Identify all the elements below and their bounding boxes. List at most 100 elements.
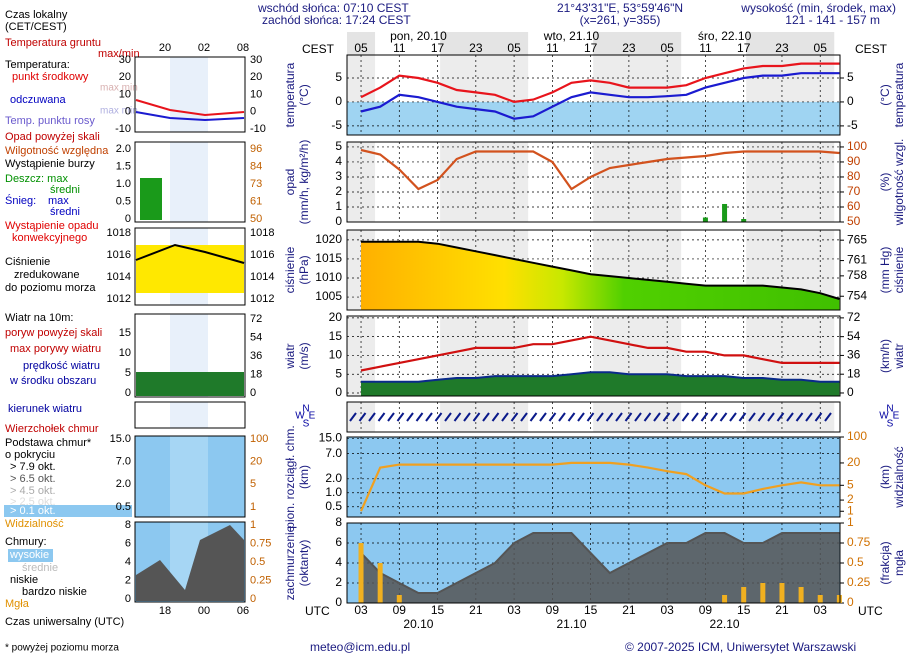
- mini-tick: 1.5: [116, 160, 131, 172]
- y2-tick-label: 100: [847, 139, 867, 153]
- y-tick-label: 15.0: [319, 430, 343, 444]
- mini-tick: 96: [250, 143, 262, 155]
- axis-label: (km): [297, 465, 311, 489]
- wind-arrow: [396, 412, 405, 422]
- hour-bottom: 21: [469, 603, 483, 617]
- mini-tick: 1018: [107, 227, 131, 239]
- wind-arrow: [767, 412, 775, 422]
- legend-text: Deszcz: max: [5, 173, 68, 185]
- wind-arrow: [463, 412, 471, 422]
- legend-text: (CET/CEST): [5, 21, 67, 33]
- mini-tick: 1012: [250, 293, 274, 305]
- y-tick-label: 0: [335, 214, 342, 228]
- day-top: wto, 21.10: [543, 29, 600, 43]
- below-zero: [347, 101, 840, 135]
- hour-top: 05: [507, 41, 521, 55]
- sunrise: wschód słońca: 07:10 CEST: [257, 1, 409, 15]
- mini-tick: -10: [250, 123, 266, 135]
- wind-arrow: [501, 412, 509, 422]
- axis-label: (oktanty): [297, 540, 311, 587]
- legend-text: max/min: [98, 48, 140, 60]
- sky: [347, 437, 840, 517]
- y-tick-label: 1020: [315, 232, 342, 246]
- day-top: śro, 22.10: [698, 29, 752, 43]
- wind-arrow: [719, 412, 728, 422]
- legend-text: kierunek wiatru: [8, 403, 82, 415]
- legend-text: odczuwana: [10, 94, 67, 106]
- line: [361, 240, 840, 300]
- night-band: [746, 32, 835, 55]
- wind-arrow: [681, 412, 690, 422]
- y2-tick-label: 1: [847, 503, 854, 517]
- axis-label: (km/h): [878, 339, 892, 373]
- mini-night: [170, 142, 208, 222]
- night-band: [746, 142, 835, 222]
- mini-tick: 30: [119, 54, 131, 66]
- legend-text: bardzo niskie: [22, 586, 87, 598]
- hour-top: 05: [814, 41, 828, 55]
- hour-top: 17: [584, 41, 598, 55]
- night-band: [347, 32, 376, 55]
- mini-tick: 30: [250, 54, 262, 66]
- wind-arrow: [539, 412, 547, 422]
- legend-text: max porywy wiatru: [10, 343, 101, 355]
- wind-arrow: [510, 412, 519, 422]
- wind-arrow: [691, 412, 699, 422]
- axis-label: (°C): [878, 84, 892, 105]
- axis-label: widzialność: [892, 446, 906, 508]
- wind-arrow: [358, 412, 367, 422]
- hour-bottom: 21: [775, 603, 789, 617]
- hour-bottom: 03: [507, 603, 521, 617]
- y-tick-label: 5: [335, 70, 342, 84]
- wind-arrow: [577, 412, 585, 422]
- mini-tick: 0: [125, 593, 131, 605]
- legend-swatch: [8, 549, 53, 562]
- mini-tick: 20: [250, 456, 262, 468]
- y2-tick-label: 54: [847, 329, 861, 343]
- mini-tick: 08: [237, 42, 249, 54]
- bar: [702, 217, 708, 222]
- line: [359, 461, 840, 512]
- hour-top: 17: [431, 41, 445, 55]
- legend-swatch: [4, 505, 132, 517]
- mini-tick: 5: [250, 478, 256, 490]
- wind-arrow: [776, 412, 785, 422]
- legend-text: niskie: [10, 574, 38, 586]
- axis-label: temperatura: [283, 62, 297, 127]
- hour-top: 23: [622, 41, 636, 55]
- zone-bottom: UTC: [858, 604, 883, 618]
- mini-tick: 20: [250, 71, 262, 83]
- wind-arrow: [444, 412, 452, 422]
- legend-text: Widzialność: [5, 518, 64, 530]
- line: [360, 532, 840, 594]
- wind-arrow: [425, 412, 433, 422]
- wind-arrow: [662, 412, 671, 422]
- mini-tick: 54: [250, 331, 262, 343]
- bar: [760, 583, 766, 603]
- mini-tick: 10: [119, 88, 131, 100]
- mini-tick: 0: [250, 593, 256, 605]
- y2-tick-label: 754: [847, 288, 867, 302]
- bar: [377, 563, 383, 603]
- axis-label: opad: [283, 169, 297, 196]
- night-band: [440, 32, 529, 55]
- legend-text: Opad powyżej skali: [5, 131, 100, 143]
- y-tick-label: 2: [335, 184, 342, 198]
- axis-label: pion. rozciągł. chm.: [283, 425, 297, 528]
- axis-label: wiatr: [283, 343, 297, 369]
- compass: S: [887, 419, 894, 430]
- y2-tick-label: 20: [847, 455, 861, 469]
- legend-text: zredukowane: [14, 269, 79, 281]
- wind-arrow: [672, 412, 680, 422]
- axis-label: ciśnienie: [892, 246, 906, 293]
- wind-arrow: [491, 412, 500, 422]
- mini-decor: [135, 111, 245, 122]
- mini-decor: [135, 243, 245, 264]
- mini-night: [170, 436, 208, 517]
- y2-tick-label: 761: [847, 253, 867, 267]
- y-tick-label: 15: [329, 329, 343, 343]
- bar: [722, 203, 728, 222]
- compass: W: [295, 411, 305, 422]
- panel-frame: [346, 229, 841, 311]
